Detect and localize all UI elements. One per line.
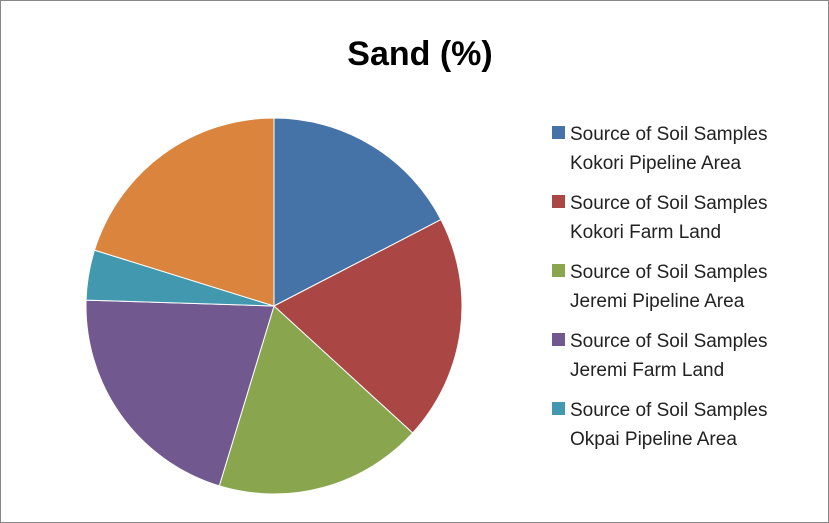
legend-entry: Source of Soil Samples Jeremi Pipeline A… — [552, 258, 812, 316]
legend-label: Source of Soil Samples Okpai Pipeline Ar… — [570, 400, 768, 450]
legend-swatch — [552, 195, 565, 208]
legend-swatch — [552, 402, 565, 415]
legend-entry: Source of Soil Samples Jeremi Farm Land — [552, 327, 812, 385]
legend-entry: Source of Soil Samples Kokori Pipeline A… — [552, 120, 812, 178]
pie-slice — [85, 299, 275, 487]
legend-label: Source of Soil Samples Kokori Farm Land — [570, 193, 768, 243]
chart-title: Sand (%) — [347, 35, 492, 73]
pie-slice — [273, 218, 463, 434]
pie-slice — [273, 117, 442, 307]
legend-entry: Source of Soil Samples Kokori Farm Land — [552, 189, 812, 247]
legend-swatch — [552, 333, 565, 346]
legend-swatch — [552, 264, 565, 277]
legend-label: Source of Soil Samples Jeremi Pipeline A… — [570, 262, 768, 312]
legend: Source of Soil Samples Kokori Pipeline A… — [552, 120, 812, 465]
legend-entry: Source of Soil Samples Okpai Pipeline Ar… — [552, 396, 812, 454]
pie-slice — [93, 117, 275, 307]
pie-slice — [218, 305, 414, 495]
legend-swatch — [552, 126, 565, 139]
legend-label: Source of Soil Samples Jeremi Farm Land — [570, 331, 768, 381]
legend-label: Source of Soil Samples Kokori Pipeline A… — [570, 124, 768, 174]
